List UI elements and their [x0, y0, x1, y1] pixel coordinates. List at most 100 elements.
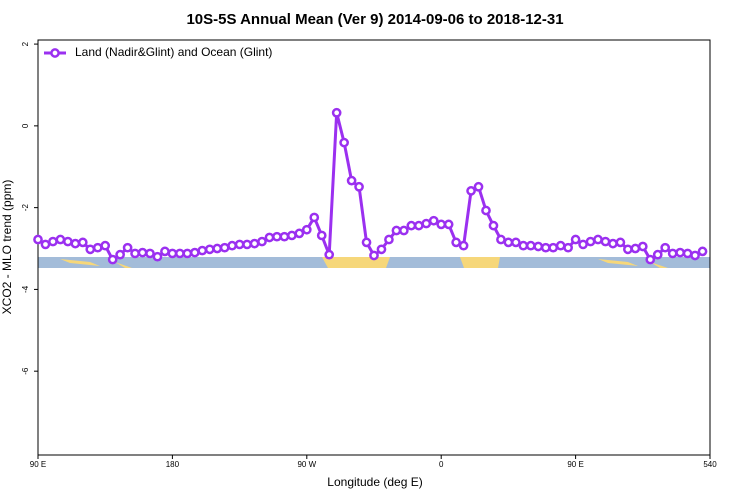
x-tick-label: 90 E	[30, 460, 46, 469]
point	[585, 236, 596, 247]
point	[391, 225, 402, 236]
point	[652, 249, 663, 260]
point	[92, 242, 103, 253]
point	[33, 234, 43, 245]
point	[204, 244, 215, 255]
point	[279, 231, 290, 242]
point	[70, 238, 81, 249]
y-tick-label: -2	[21, 204, 30, 212]
point	[623, 244, 633, 255]
point	[548, 242, 559, 253]
point	[518, 240, 529, 251]
point	[242, 239, 252, 250]
point	[473, 181, 484, 192]
point	[346, 175, 357, 186]
y-tick-label: -6	[21, 367, 30, 375]
point	[384, 234, 394, 245]
point	[667, 248, 678, 259]
point	[578, 239, 588, 250]
point	[630, 243, 641, 254]
point	[369, 250, 379, 261]
legend-label: Land (Nadir&Glint) and Ocean (Glint)	[75, 45, 272, 59]
point	[100, 240, 111, 251]
point	[175, 248, 185, 259]
point	[197, 245, 208, 256]
point	[481, 205, 491, 216]
point	[272, 231, 282, 242]
point	[324, 249, 335, 260]
point	[451, 237, 461, 248]
point	[600, 236, 611, 247]
x-tick-label: 180	[166, 460, 180, 469]
plot-frame	[37, 39, 711, 456]
point	[466, 186, 476, 196]
x-tick-label: 90 W	[297, 460, 316, 469]
point	[294, 228, 305, 239]
point	[137, 247, 148, 258]
legend-marker	[50, 48, 60, 58]
point	[563, 242, 573, 253]
point	[287, 230, 297, 241]
point	[189, 247, 200, 258]
y-tick-label: 0	[21, 123, 30, 128]
point	[540, 242, 551, 253]
point	[615, 237, 626, 248]
land-islands	[650, 262, 668, 268]
point	[443, 219, 454, 230]
x-tick-label: 90 E	[567, 460, 583, 469]
point	[264, 232, 275, 243]
point	[234, 239, 245, 250]
land-africa	[460, 257, 500, 268]
point	[130, 248, 140, 259]
point	[212, 243, 223, 254]
point	[533, 241, 544, 252]
point	[428, 215, 439, 226]
point	[316, 230, 327, 241]
point	[48, 236, 58, 247]
point	[309, 212, 320, 223]
land-islands	[115, 262, 132, 268]
point	[331, 107, 342, 118]
point	[376, 244, 387, 255]
point	[354, 181, 364, 192]
y-tick-label: -4	[21, 285, 30, 293]
point	[421, 218, 432, 229]
point	[63, 236, 73, 247]
y-axis-label: XCO2 - MLO trend (ppm)	[0, 180, 14, 315]
point	[593, 234, 603, 245]
point	[249, 238, 260, 249]
point	[227, 240, 237, 251]
point	[115, 249, 125, 260]
point	[496, 234, 506, 245]
point	[160, 246, 170, 257]
point	[145, 248, 155, 259]
x-tick-label: 540	[703, 460, 717, 469]
point	[40, 239, 51, 250]
point	[167, 248, 178, 259]
point	[77, 237, 88, 248]
y-tick-label: 2	[21, 41, 30, 46]
point	[488, 220, 499, 231]
point	[570, 234, 581, 245]
point	[675, 247, 685, 258]
point	[406, 220, 417, 231]
point	[339, 137, 349, 148]
point	[608, 238, 618, 249]
point	[413, 220, 424, 231]
point	[219, 242, 230, 253]
point	[399, 225, 409, 236]
point	[690, 250, 700, 261]
point	[85, 244, 96, 255]
land-islands	[598, 259, 638, 266]
point	[55, 234, 66, 245]
point	[257, 236, 267, 247]
x-tick-label: 0	[439, 460, 444, 469]
point	[182, 248, 193, 259]
point	[660, 242, 671, 253]
x-axis-label: Longitude (deg E)	[327, 475, 422, 489]
point	[503, 237, 514, 248]
point	[122, 242, 133, 253]
point	[152, 251, 163, 262]
